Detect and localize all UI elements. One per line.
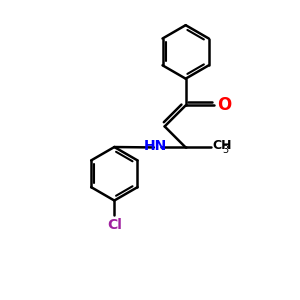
Text: O: O xyxy=(217,96,231,114)
Text: Cl: Cl xyxy=(107,218,122,232)
Text: CH: CH xyxy=(213,140,232,152)
Text: 3: 3 xyxy=(223,146,229,155)
Text: HN: HN xyxy=(144,139,167,153)
